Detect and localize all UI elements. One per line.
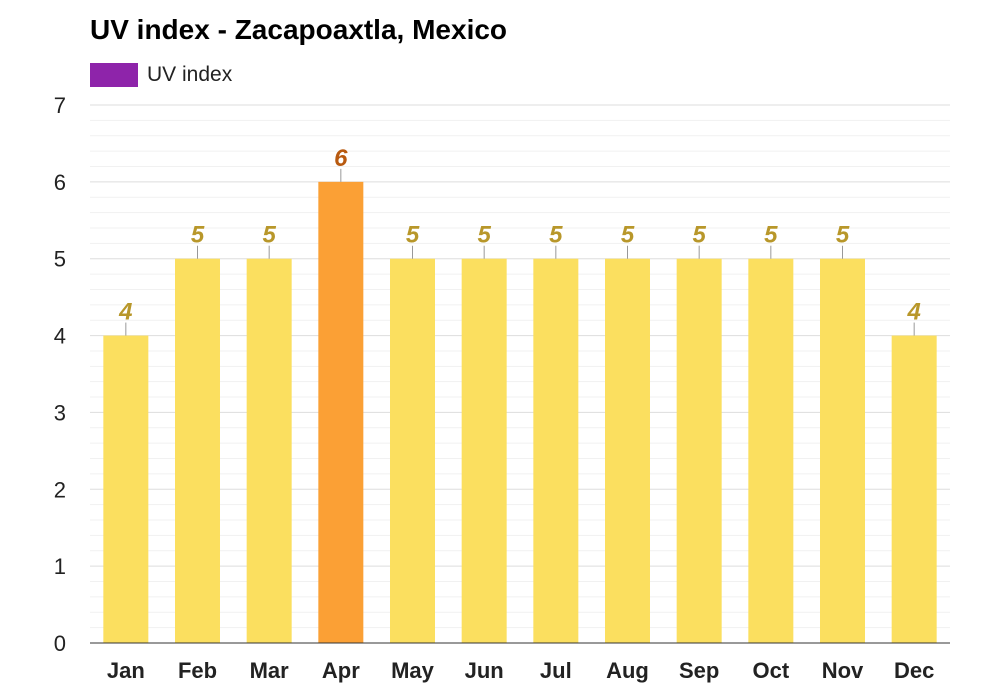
bar-jan [103,335,149,643]
y-tick-label: 2 [54,477,66,502]
y-tick-label: 5 [54,247,66,272]
grid-lines [90,104,950,629]
legend: UV index [90,62,232,88]
bar-sep [676,258,722,643]
bar-feb [175,258,220,643]
x-tick-label-jan: Jan [107,658,145,683]
x-tick-label-jun: Jun [465,658,504,683]
bar-jul [533,258,579,643]
bar-dec [891,335,937,643]
bar-nov [820,258,865,643]
bar-aug [605,258,650,643]
y-tick-label: 6 [54,170,66,195]
data-label-feb: 5 [191,222,205,249]
x-tick-label-nov: Nov [822,658,864,683]
data-label-may: 5 [406,222,420,249]
x-tick-label-oct: Oct [752,658,789,683]
x-tick-label-sep: Sep [679,658,719,683]
x-tick-label-mar: Mar [250,658,290,683]
data-label-aug: 5 [621,222,635,249]
x-tick-label-aug: Aug [606,658,649,683]
chart-title: UV index - Zacapoaxtla, Mexico [90,14,508,45]
y-tick-label: 0 [54,631,66,656]
bar-jun [461,258,507,643]
data-label-dec: 4 [906,299,920,326]
data-label-sep: 5 [692,222,706,249]
data-label-mar: 5 [262,222,276,249]
legend-swatch [90,63,138,87]
data-label-oct: 5 [764,222,778,249]
data-label-apr: 6 [334,145,348,172]
data-label-jul: 5 [549,222,563,249]
data-label-jun: 5 [477,222,491,249]
y-tick-label: 1 [54,554,66,579]
y-tick-label: 4 [54,324,66,349]
bar-may [390,258,435,643]
axes: 0 1 2 3 4 5 6 7 Jan Feb Mar Apr May Jun Jul Aug Sep Oct No… [54,93,950,683]
x-tick-label-jul: Jul [540,658,572,683]
bar-apr [318,181,364,643]
x-tick-label-feb: Feb [178,658,217,683]
x-tick-label-apr: Apr [322,658,360,683]
x-tick-label-may: May [391,658,435,683]
legend-label: UV index [147,63,233,86]
x-tick-label-dec: Dec [894,658,934,683]
data-labels: 4 5 5 6 5 5 5 5 5 5 5 4 [118,145,921,336]
bars [103,181,937,643]
data-label-nov: 5 [836,222,850,249]
bar-mar [246,258,292,643]
y-tick-label: 7 [54,93,66,118]
data-label-jan: 4 [118,299,132,326]
bar-oct [748,258,794,643]
y-tick-label: 3 [54,400,66,425]
